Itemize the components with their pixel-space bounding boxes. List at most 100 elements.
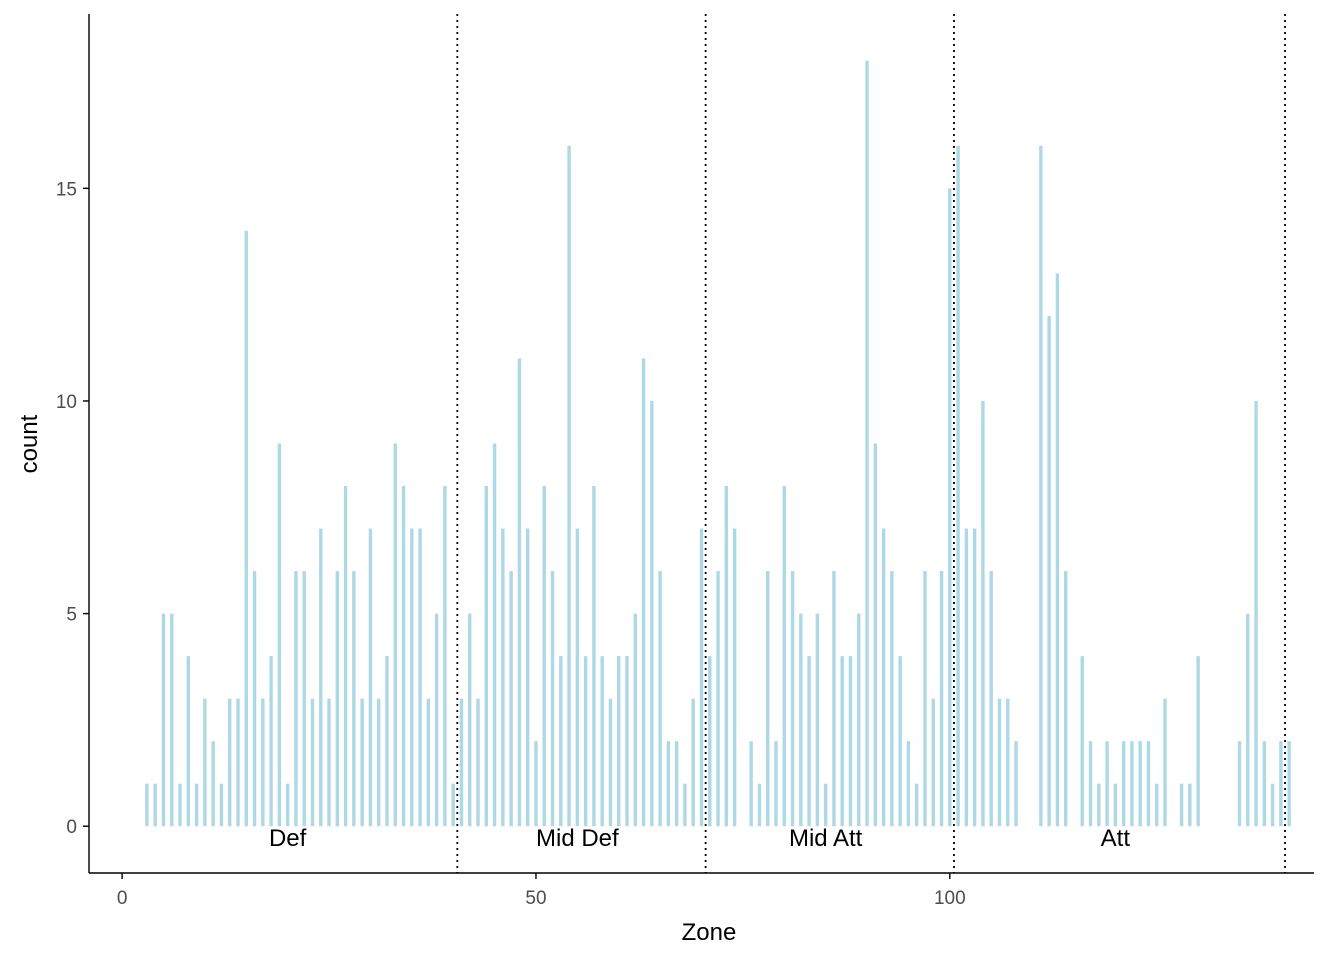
histogram-bar bbox=[517, 358, 522, 827]
zone-dividers-group bbox=[456, 14, 1286, 873]
histogram-bar bbox=[1105, 741, 1109, 827]
histogram-bar bbox=[410, 528, 414, 827]
zone-label: Mid Att bbox=[789, 825, 863, 852]
histogram-bar bbox=[1138, 741, 1142, 827]
histogram-bar bbox=[931, 698, 935, 827]
histogram-bar bbox=[617, 656, 621, 827]
histogram-bar bbox=[1179, 783, 1184, 827]
histogram-bar bbox=[790, 571, 795, 827]
histogram-bar bbox=[368, 528, 373, 827]
histogram-bar bbox=[285, 783, 290, 827]
histogram-bar bbox=[1254, 400, 1258, 827]
histogram-bar bbox=[294, 571, 298, 827]
histogram-bar bbox=[757, 783, 762, 827]
y-ticks-group: 0 5 10 15 bbox=[56, 179, 89, 838]
histogram-bar bbox=[815, 613, 820, 827]
y-tick-label: 15 bbox=[56, 179, 77, 200]
zone-label: Mid Def bbox=[536, 825, 619, 852]
histogram-bar bbox=[674, 741, 679, 827]
histogram-bar bbox=[823, 783, 828, 827]
histogram-bar bbox=[799, 613, 803, 827]
bars-group bbox=[145, 60, 1291, 827]
histogram-bar bbox=[211, 741, 215, 827]
histogram-bar bbox=[542, 486, 546, 827]
histogram-bar bbox=[343, 486, 348, 827]
histogram-bar bbox=[1188, 783, 1192, 827]
histogram-bar bbox=[898, 656, 902, 827]
histogram-bar bbox=[583, 656, 588, 827]
histogram-bar bbox=[699, 528, 704, 827]
histogram-bar bbox=[666, 741, 671, 827]
histogram-bar bbox=[509, 571, 513, 827]
histogram-bar bbox=[658, 571, 662, 827]
histogram-bar bbox=[186, 656, 191, 827]
histogram-bar bbox=[161, 613, 166, 827]
histogram-bar bbox=[592, 486, 596, 827]
histogram-bar bbox=[418, 528, 422, 827]
zone-labels-group: Def Mid Def Mid Att Att bbox=[269, 825, 1130, 852]
histogram-bar bbox=[1262, 741, 1267, 827]
histogram-bar bbox=[881, 528, 886, 827]
histogram-bar bbox=[964, 528, 969, 827]
histogram-bar bbox=[559, 656, 563, 827]
histogram-bar bbox=[194, 783, 199, 827]
histogram-bar bbox=[1055, 273, 1060, 827]
histogram-bar bbox=[948, 188, 952, 827]
histogram-bar bbox=[625, 656, 629, 827]
histogram-bar bbox=[1006, 698, 1010, 827]
histogram-bar bbox=[269, 656, 273, 827]
histogram-bar bbox=[228, 698, 232, 827]
histogram-bar bbox=[1014, 741, 1018, 827]
histogram-bar bbox=[203, 698, 207, 827]
histogram-bar bbox=[377, 698, 381, 827]
histogram-bar bbox=[807, 656, 811, 827]
histogram-bar bbox=[277, 443, 282, 827]
histogram-bar bbox=[302, 571, 306, 827]
y-tick-label: 5 bbox=[66, 605, 77, 626]
histogram-bar bbox=[857, 613, 861, 827]
histogram-bar bbox=[261, 698, 265, 827]
histogram-bar bbox=[534, 741, 538, 827]
histogram-bar bbox=[989, 571, 993, 827]
y-tick-label: 10 bbox=[56, 392, 77, 413]
histogram-bar bbox=[1279, 741, 1283, 827]
histogram-bar bbox=[1155, 783, 1159, 827]
histogram-bar bbox=[319, 528, 323, 827]
histogram-bar bbox=[1088, 741, 1093, 827]
histogram-bar bbox=[1237, 741, 1242, 827]
x-axis-title: Zone bbox=[682, 919, 737, 946]
histogram-bar bbox=[252, 571, 257, 827]
histogram-bar bbox=[840, 656, 844, 827]
histogram-bar bbox=[575, 528, 580, 827]
histogram-bar bbox=[145, 783, 149, 827]
x-tick-label: 50 bbox=[525, 888, 546, 909]
x-ticks-group: 0 50 100 bbox=[117, 873, 966, 909]
histogram-bar bbox=[782, 486, 786, 827]
histogram-bar bbox=[923, 571, 927, 827]
x-tick-label: 100 bbox=[934, 888, 966, 909]
histogram-bar bbox=[865, 60, 869, 827]
histogram-bar bbox=[1097, 783, 1101, 827]
histogram-bar bbox=[939, 571, 944, 827]
histogram-bar bbox=[641, 358, 646, 827]
histogram-bar bbox=[335, 571, 340, 827]
histogram-bar bbox=[1287, 741, 1291, 827]
histogram-bar bbox=[1246, 613, 1250, 827]
histogram-bar bbox=[956, 145, 960, 827]
histogram-bar bbox=[153, 783, 157, 827]
histogram-bar bbox=[1047, 315, 1051, 827]
histogram-bar bbox=[732, 528, 737, 827]
histogram-bar bbox=[1130, 741, 1134, 827]
histogram-bar bbox=[716, 571, 720, 827]
histogram-bar bbox=[236, 698, 240, 827]
zone-label: Def bbox=[269, 825, 307, 852]
histogram-bar bbox=[832, 571, 836, 827]
histogram-bar bbox=[633, 613, 637, 827]
histogram-bar bbox=[1270, 783, 1275, 827]
histogram-bar bbox=[244, 230, 248, 827]
histogram-bar bbox=[1113, 783, 1118, 827]
histogram-bar bbox=[327, 698, 331, 827]
histogram-bar bbox=[484, 486, 488, 827]
histogram-bar bbox=[683, 783, 687, 827]
